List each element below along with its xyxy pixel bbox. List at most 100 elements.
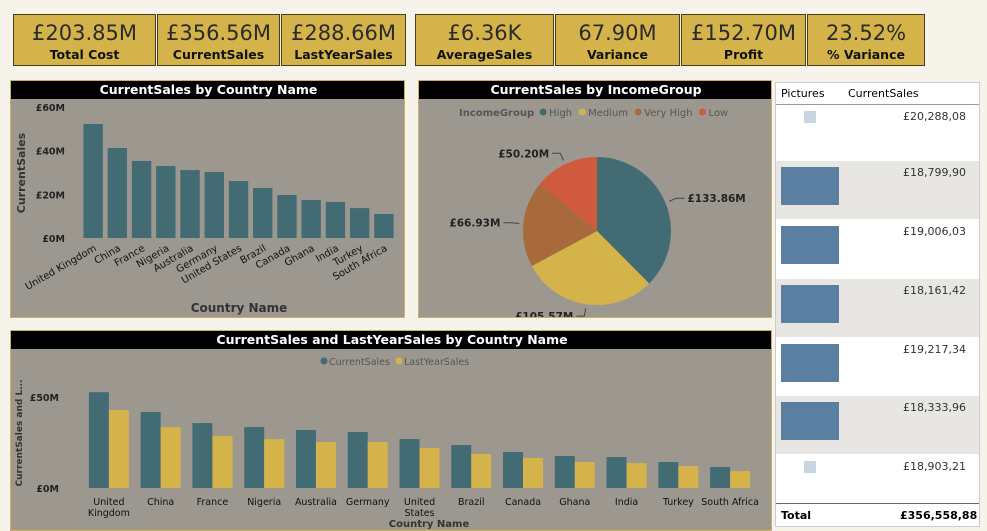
- y-tick-label: £20M: [36, 190, 65, 201]
- bar: [264, 439, 285, 488]
- bar: [295, 430, 316, 488]
- kpi-card: £288.66M LastYearSales: [281, 14, 406, 66]
- header-rule: [776, 104, 979, 105]
- kpi-card: £152.70M Profit: [681, 14, 806, 66]
- pie-slice: [539, 157, 597, 231]
- y-axis-label: CurrentSales: [15, 132, 28, 213]
- leader-line: [668, 197, 685, 202]
- bar: [315, 442, 336, 488]
- bar: [325, 201, 346, 238]
- chart-title: CurrentSales by IncomeGroup: [490, 82, 701, 97]
- kpi-label: LastYearSales: [294, 47, 393, 62]
- legend-swatch: [699, 108, 707, 116]
- bar: [399, 439, 420, 488]
- bar: [204, 172, 224, 238]
- table-row: £18,333,96: [776, 396, 979, 454]
- kpi-value: £152.70M: [691, 21, 796, 45]
- picture: [781, 285, 839, 323]
- kpi-card: 67.90M Variance: [555, 14, 680, 66]
- data-label: £133.86M: [687, 193, 745, 205]
- chart-title: CurrentSales by Country Name: [100, 82, 318, 97]
- legend-label: Medium: [588, 108, 628, 119]
- bar: [367, 442, 388, 488]
- picture: [804, 461, 816, 473]
- total-value: £356,558,88: [900, 509, 978, 522]
- kpi-card: £203.85M Total Cost: [13, 14, 156, 66]
- bar: [419, 448, 440, 488]
- bar: [160, 427, 181, 488]
- table-row: £18,903,21: [776, 455, 979, 513]
- kpi-label: Profit: [723, 47, 764, 62]
- x-axis-label: Country Name: [389, 519, 470, 530]
- kpi-label: Total Cost: [49, 47, 120, 62]
- kpi-label: CurrentSales: [172, 47, 265, 62]
- x-tick-label: Turkey: [662, 497, 694, 508]
- x-tick-label: France: [196, 497, 229, 508]
- legend-label: Very High: [644, 108, 692, 119]
- bar: [253, 188, 273, 238]
- kpi-value: £203.85M: [32, 21, 137, 45]
- pie-slice: [531, 231, 650, 305]
- leader-line: [552, 152, 565, 161]
- picture: [781, 402, 839, 440]
- cell-value: £18,903,21: [903, 460, 966, 473]
- x-tick-label: Germany: [345, 497, 390, 508]
- x-tick-label: South Africa: [701, 497, 759, 508]
- legend-swatch: [539, 108, 547, 116]
- bar: [228, 181, 249, 238]
- cell-value: £18,161,42: [903, 284, 966, 297]
- data-label: £50.20M: [498, 148, 549, 160]
- bar: [212, 436, 233, 488]
- cell-value: £18,799,90: [903, 166, 966, 179]
- bar: [730, 471, 751, 488]
- legend-label: Low: [709, 108, 729, 119]
- legend-label: LastYearSales: [404, 357, 469, 368]
- x-tick-label: United Kingdom: [24, 243, 99, 293]
- picture: [781, 344, 839, 382]
- bar: [574, 462, 595, 488]
- bar: [658, 462, 679, 488]
- column-header: Pictures: [781, 87, 825, 100]
- bar: [180, 170, 200, 238]
- kpi-card: 23.52% % Variance: [807, 14, 925, 66]
- data-label: £66.93M: [449, 218, 500, 230]
- picture: [781, 226, 839, 264]
- kpi-label: Variance: [586, 47, 649, 62]
- chart: CurrentSales by Country Name £0M £20M £40M £…: [11, 81, 404, 315]
- y-tick-label: £50M: [30, 393, 59, 404]
- kpi-label: % Variance: [827, 47, 905, 62]
- y-tick-label: £60M: [36, 103, 65, 114]
- x-tick-label: Australia: [294, 497, 337, 508]
- y-tick-label: £0M: [42, 234, 65, 245]
- pie-slice: [523, 184, 597, 267]
- x-tick-label: Canada: [504, 497, 542, 508]
- total-label: Total: [781, 509, 812, 522]
- table: Pictures CurrentSales £20,288,08 £18,799,90…: [775, 82, 980, 527]
- table-row: £20,288,08: [776, 105, 979, 163]
- data-label: £105.57M: [515, 311, 573, 317]
- legend-title: IncomeGroup: [459, 108, 534, 119]
- bar: [156, 165, 176, 238]
- total-rule: [776, 503, 979, 504]
- chart: CurrentSales and LastYearSales by Countr…: [11, 331, 771, 530]
- bar: [554, 456, 575, 488]
- legend-label: CurrentSales: [329, 357, 390, 368]
- bar: [710, 467, 731, 488]
- bar: [471, 454, 492, 488]
- kpi-card: £6.36K AverageSales: [415, 14, 554, 66]
- bar: [192, 423, 213, 488]
- bar: [347, 432, 368, 488]
- table-row: £19,217,34: [776, 338, 979, 396]
- kpi-value: £6.36K: [447, 21, 522, 45]
- bar: [301, 200, 321, 238]
- kpi-label: AverageSales: [436, 47, 533, 62]
- leader-line: [503, 222, 520, 224]
- cell-value: £18,333,96: [903, 401, 966, 414]
- legend-label: High: [549, 108, 572, 119]
- x-tick-label: India: [614, 497, 639, 508]
- bar: [88, 392, 109, 488]
- y-axis-label: CurrentSales and L...: [15, 380, 25, 487]
- table-row: £19,006,03: [776, 220, 979, 278]
- bar: [83, 124, 103, 238]
